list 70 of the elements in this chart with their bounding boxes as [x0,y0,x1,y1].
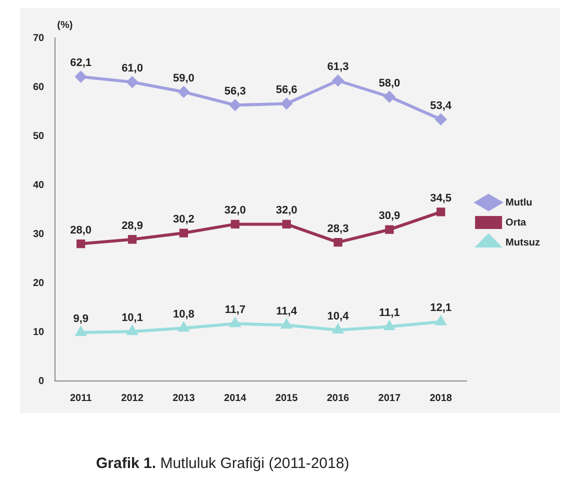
data-label: 32,0 [276,204,298,217]
point [75,71,86,82]
x-tick-label: 2016 [326,392,350,404]
data-label: 28,3 [327,222,349,235]
data-label: 61,3 [327,61,349,74]
point [128,235,137,244]
x-tick-label: 2015 [275,392,298,404]
y-axis-title: (%) [57,20,73,31]
x-tick-label: 2014 [224,392,247,404]
data-label: 11,1 [379,307,400,320]
y-tick-label: 50 [33,130,45,142]
data-label: 34,5 [430,192,452,204]
text: Mutluluk Grafiği (2011-2018) [159,455,350,472]
point [334,238,342,247]
x-tick-label: 2018 [430,392,452,404]
data-label: 28,0 [70,224,92,236]
point [178,86,190,98]
point [385,225,394,234]
y-tick-label: 70 [33,32,45,44]
point [435,114,446,125]
x-tick-label: 2017 [378,392,401,404]
text: Grafik 1. [96,455,156,472]
y-tick-label: 20 [33,278,45,289]
point [127,326,138,336]
data-label: 12,1 [430,302,452,314]
data-label: 58,0 [378,77,400,90]
point [178,322,189,332]
y-tick-label: 30 [33,228,45,240]
legend-label: Mutlu [506,197,532,208]
x-tick-label: 2012 [121,392,144,404]
data-label: 9,9 [73,313,88,326]
y-tick-label: 40 [33,180,45,191]
point [282,320,292,329]
data-label: 56,6 [276,84,298,96]
y-tick-label: 0 [38,376,45,387]
data-label: 11,4 [276,306,298,318]
data-label: 53,4 [430,100,452,112]
data-label: 30,9 [378,210,400,222]
point [332,75,344,86]
data-label: 62,1 [70,57,92,70]
point [384,91,395,102]
point [436,208,446,216]
x-tick-label: 2011 [70,392,92,404]
data-label: 56,3 [224,86,246,98]
point [126,76,138,88]
data-label: 28,9 [122,220,143,232]
data-label: 10,8 [172,308,194,321]
legend-label: Mutsuz [506,237,540,248]
point [76,326,86,336]
point [230,318,240,328]
data-label: 59,0 [172,72,194,84]
legend-label: Orta [506,217,527,228]
point [230,220,240,229]
point [384,321,394,330]
data-label: 32,0 [224,204,246,217]
point [179,228,188,238]
point [76,239,86,248]
data-label: 61,0 [122,62,143,75]
data-label: 10,4 [327,310,350,323]
point [281,98,292,110]
point [333,324,343,334]
data-label: 10,1 [122,312,143,324]
y-tick-label: 60 [33,82,45,93]
x-tick-label: 2013 [172,392,196,404]
point [230,100,241,111]
data-label: 11,7 [224,304,246,316]
point [436,316,446,326]
data-label: 30,2 [172,214,194,226]
y-tick-label: 10 [33,326,45,338]
point [282,220,291,229]
